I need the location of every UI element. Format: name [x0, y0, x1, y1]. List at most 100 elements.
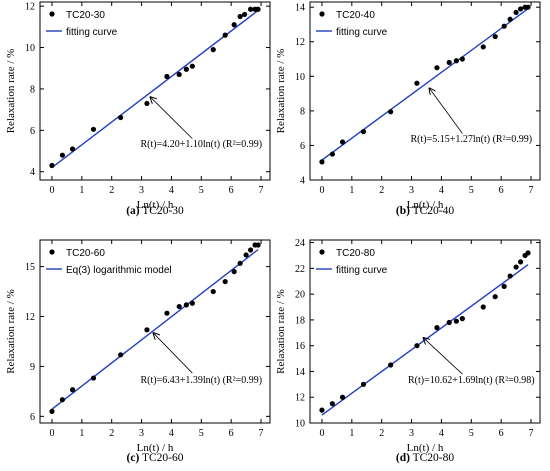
- data-point: [176, 303, 182, 310]
- data-point: [446, 59, 452, 66]
- x-tick-label: 2: [109, 185, 114, 196]
- data-point: [243, 252, 249, 258]
- data-point: [242, 11, 248, 18]
- data-point: [414, 343, 420, 349]
- data-point: [231, 22, 237, 28]
- x-tick-label: 1: [79, 428, 84, 439]
- y-tick-label: 4: [30, 167, 35, 178]
- y-tick-label: 16: [295, 341, 305, 352]
- data-point: [453, 318, 459, 324]
- fit-line: [51, 249, 259, 410]
- y-tick-label: 8: [30, 84, 35, 95]
- x-tick-label: 6: [499, 185, 504, 196]
- legend-label-points: TC20-60: [66, 248, 105, 259]
- y-tick-label: 6: [30, 126, 35, 137]
- data-point: [247, 247, 254, 253]
- x-tick-label: 0: [319, 185, 324, 196]
- y-axis-title: Relaxation rate / %: [5, 289, 17, 374]
- panel-caption-label: (b): [396, 205, 410, 217]
- legend-label-points: TC20-40: [336, 10, 375, 21]
- x-tick-label: 1: [349, 428, 354, 439]
- data-point: [339, 139, 346, 145]
- data-point: [517, 259, 524, 265]
- data-point: [446, 319, 452, 326]
- plot-frame: [39, 1, 271, 181]
- data-point: [501, 283, 507, 289]
- x-axis-title: Ln(t) / h: [137, 199, 174, 211]
- x-tick-label: 0: [49, 428, 54, 439]
- data-point: [360, 381, 367, 387]
- x-tick-label: 4: [169, 185, 174, 196]
- x-tick-label: 6: [499, 428, 504, 439]
- panel-caption-text: TC20-30: [140, 205, 184, 217]
- x-tick-label: 3: [139, 185, 144, 196]
- data-point: [459, 56, 465, 62]
- data-point: [231, 269, 237, 275]
- legend-label-line: fitting curve: [66, 27, 118, 38]
- data-point: [183, 302, 189, 308]
- data-point: [59, 397, 66, 403]
- panel-caption: (d) TC20-80: [396, 452, 455, 464]
- x-tick-label: 3: [409, 428, 414, 439]
- data-point: [360, 129, 367, 135]
- data-point: [434, 65, 440, 71]
- data-point: [144, 327, 150, 333]
- data-point: [90, 375, 97, 381]
- y-tick-label: 12: [295, 393, 305, 404]
- panel-caption-text: TC20-80: [410, 452, 454, 464]
- y-tick-label: 12: [25, 2, 35, 13]
- x-tick-label: 6: [229, 185, 234, 196]
- data-point: [164, 73, 170, 80]
- y-tick-label: 9: [30, 362, 35, 373]
- x-tick-label: 6: [229, 428, 234, 439]
- legend-marker-points: [49, 11, 55, 17]
- annotation-arrow: [151, 97, 193, 139]
- data-point: [513, 264, 519, 270]
- data-point: [49, 408, 55, 414]
- x-tick-label: 3: [409, 185, 414, 196]
- legend-label-line: Eq(3) logarithmic model: [66, 265, 172, 276]
- data-point: [189, 63, 195, 69]
- y-axis-title: Relaxation rate / %: [5, 49, 17, 134]
- x-tick-label: 4: [169, 428, 174, 439]
- x-tick-label: 3: [139, 428, 144, 439]
- y-axis-title: Relaxation rate / %: [275, 289, 287, 374]
- y-tick-label: 15: [25, 262, 35, 273]
- data-point: [480, 304, 486, 310]
- x-tick-label: 5: [199, 428, 204, 439]
- x-tick-label: 4: [439, 185, 444, 196]
- x-tick-label: 7: [529, 185, 534, 196]
- data-point: [513, 9, 519, 15]
- panel-caption-label: (d): [396, 452, 410, 464]
- y-tick-label: 10: [295, 419, 305, 430]
- data-point: [319, 159, 325, 165]
- x-tick-label: 0: [49, 185, 54, 196]
- data-point: [237, 260, 243, 266]
- data-point: [118, 114, 124, 121]
- y-tick-label: 14: [295, 367, 305, 378]
- panel-caption: (b) TC20-40: [396, 205, 455, 217]
- data-point: [183, 66, 189, 72]
- y-tick-label: 24: [295, 238, 305, 249]
- y-tick-label: 14: [295, 3, 305, 14]
- x-tick-label: 7: [259, 428, 264, 439]
- x-axis-title: Ln(t) / h: [407, 199, 444, 211]
- y-axis-title: Relaxation rate / %: [275, 49, 287, 134]
- panel-caption-text: TC20-40: [410, 205, 454, 217]
- data-point: [329, 151, 336, 157]
- annotation-arrow: [154, 333, 193, 374]
- y-tick-label: 6: [30, 412, 35, 423]
- data-point: [388, 362, 394, 368]
- data-point: [501, 23, 507, 29]
- data-point: [189, 300, 195, 306]
- x-tick-label: 1: [79, 185, 84, 196]
- y-tick-label: 18: [295, 315, 305, 326]
- data-point: [247, 6, 254, 12]
- panel-caption: (c) TC20-60: [127, 452, 184, 464]
- fit-equation: R(t)=6.43+1.39ln(t) (R²=0.99): [141, 375, 263, 386]
- data-point: [255, 6, 261, 12]
- data-point: [164, 310, 170, 316]
